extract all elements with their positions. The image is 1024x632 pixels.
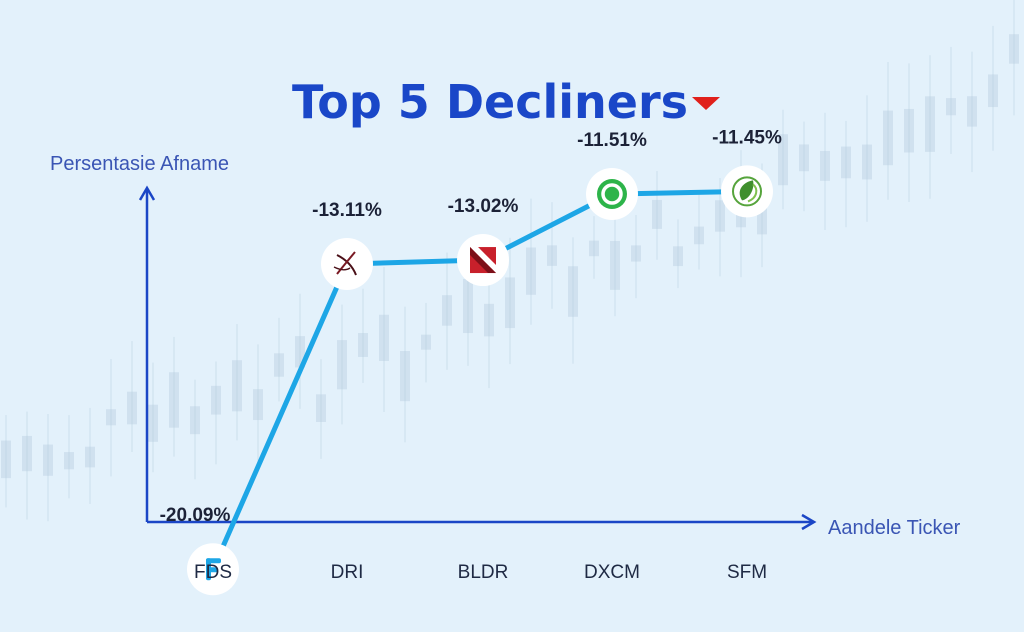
background-candle [631, 245, 641, 262]
markers [187, 165, 773, 596]
background-candle [862, 144, 872, 180]
x-axis-label: Aandele Ticker [828, 517, 961, 539]
dri-logo-icon [321, 237, 373, 290]
y-axis-label: Persentasie Afname [50, 153, 229, 175]
background-candle [127, 391, 137, 425]
chart-title: Top 5 Decliners [292, 75, 688, 129]
background-candle [232, 360, 242, 412]
background-candle [358, 333, 368, 357]
background-candle [568, 266, 578, 317]
background-candle [883, 110, 893, 166]
background-candle [484, 303, 494, 337]
background-candle [295, 336, 305, 368]
background-candle [211, 385, 221, 415]
background-candle [904, 108, 914, 153]
background-candle [715, 200, 725, 232]
background-candle [442, 295, 452, 326]
bldr-logo-icon [457, 234, 509, 287]
data-label: -13.02% [448, 196, 519, 217]
background-candle [610, 240, 620, 290]
background-candle [64, 452, 74, 470]
background-candle [43, 444, 53, 476]
background-candle [694, 226, 704, 245]
background-candle [316, 394, 326, 422]
background-candle [757, 193, 767, 235]
background-candle [274, 353, 284, 377]
data-label: -13.11% [312, 200, 382, 221]
background-candle [841, 146, 851, 179]
data-label: -20.09% [160, 505, 231, 526]
background-candle [589, 240, 599, 257]
sfm-logo-icon [721, 165, 773, 218]
background-candle [505, 277, 515, 329]
x-tick-label: FDS [194, 562, 232, 583]
background-candle [253, 389, 263, 421]
background-candle [421, 334, 431, 350]
background-candle [652, 199, 662, 229]
x-tick-label: BLDR [458, 562, 509, 583]
background-candle [988, 74, 998, 108]
background-candle [106, 409, 116, 426]
x-tick-label: DRI [331, 562, 364, 583]
background-candle [337, 340, 347, 390]
background-candle [820, 150, 830, 181]
background-candle [1, 440, 11, 479]
down-arrow-icon [692, 97, 720, 110]
background-candle [1009, 34, 1019, 64]
data-labels: -20.09% -13.11% -13.02% -11.51% -11.45% [160, 127, 782, 526]
data-label: -11.51% [577, 130, 647, 151]
y-axis-arrow-icon [138, 185, 156, 201]
background-candle [463, 278, 473, 334]
background-candle [190, 406, 200, 435]
dxcm-logo-icon [586, 168, 638, 221]
background-candle [925, 96, 935, 152]
x-tick-label: DXCM [584, 562, 640, 583]
background-candle [400, 350, 410, 402]
background-candle [946, 98, 956, 116]
background-candle [22, 435, 32, 472]
background-candle [547, 245, 557, 266]
fds-logo-icon [187, 543, 239, 596]
x-tick-label: SFM [727, 562, 767, 583]
background-candle [673, 246, 683, 267]
x-axis-arrow-icon [801, 513, 817, 531]
background-candle [379, 314, 389, 361]
background-candle [169, 372, 179, 428]
data-label: -11.45% [712, 127, 782, 148]
x-tick-labels: FDS DRI BLDR DXCM SFM [194, 562, 767, 583]
background-candle [526, 247, 536, 295]
background-candle [85, 446, 95, 468]
background-candle [967, 96, 977, 127]
background-candle [778, 134, 788, 186]
background-candle [799, 144, 809, 172]
background-candle [148, 404, 158, 442]
